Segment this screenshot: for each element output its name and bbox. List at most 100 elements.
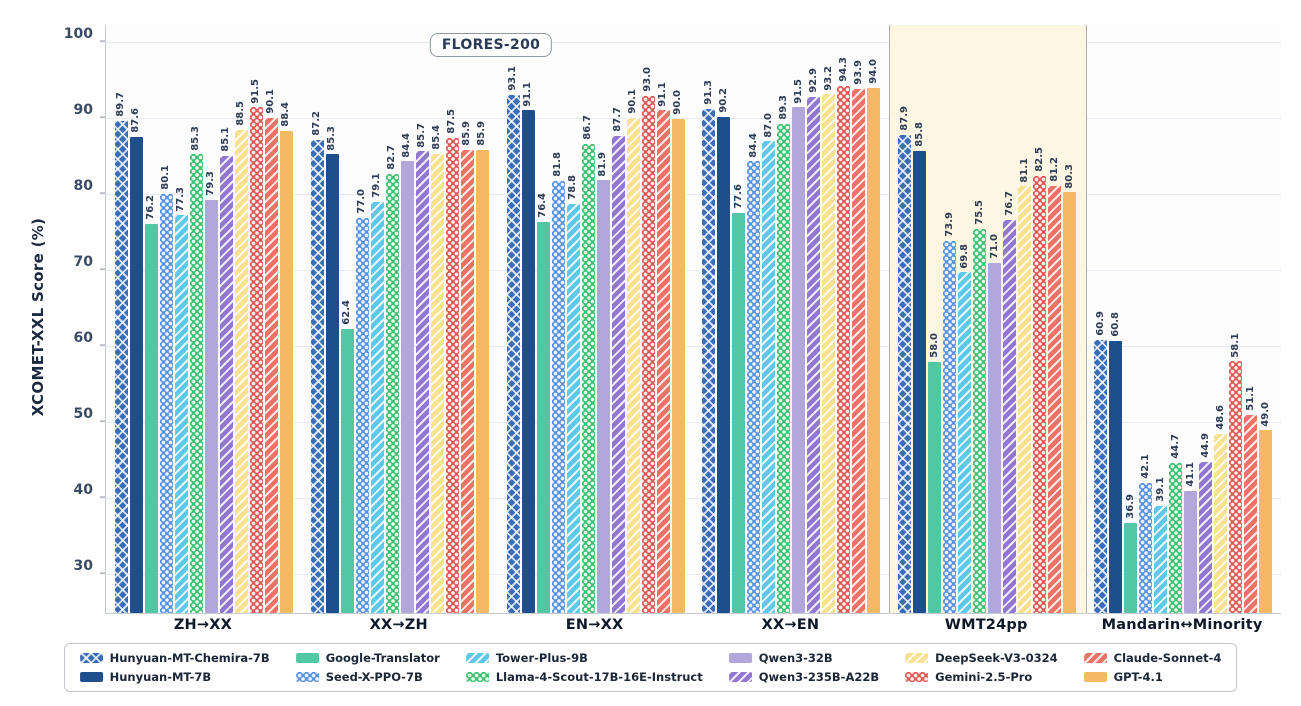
legend-label: Tower-Plus-9B (495, 651, 588, 665)
bar-value-label: 84.4 (747, 132, 759, 158)
bar: 94.3 (837, 57, 851, 613)
bar-value-label: 89.3 (777, 95, 789, 120)
legend-swatch-icon (1083, 653, 1107, 663)
bar-value-label: 85.3 (326, 125, 338, 151)
bar: 82.5 (1033, 147, 1047, 613)
legend-item: Tower-Plus-9B (465, 651, 703, 665)
bar-value-label: 76.4 (537, 193, 549, 218)
y-tick-label: 40 (73, 481, 93, 498)
legend-column: Claude-Sonnet-4 GPT-4.1 (1083, 651, 1221, 684)
legend-label: Hunyuan-MT-Chemira-7B (109, 651, 270, 665)
bar: 82.7 (385, 145, 399, 613)
bar: 73.9 (943, 212, 957, 613)
x-category-label: XX→ZH (369, 617, 428, 633)
bar: 58.0 (928, 333, 942, 613)
bar-value-label: 58.1 (1229, 332, 1241, 358)
bar-value-label: 87.9 (898, 105, 910, 131)
bar: 51.1 (1244, 386, 1258, 613)
bar-value-label: 91.1 (522, 81, 534, 107)
bar-value-label: 94.0 (867, 59, 879, 85)
x-category-label: XX→EN (761, 617, 820, 633)
bar-group-3: 93.1 91.1 76.4 81.8 78.8 86.7 81.9 87.7 90.1 93.0… (498, 25, 694, 613)
y-tick-label: 100 (63, 25, 93, 42)
bar: 87.9 (898, 106, 912, 613)
bar-value-label: 41.1 (1184, 461, 1196, 487)
y-tick-mark (100, 268, 105, 270)
bar-value-label: 87.2 (311, 111, 323, 136)
bar: 90.1 (626, 89, 640, 613)
bar: 91.5 (249, 79, 263, 613)
legend-swatch-icon (1083, 672, 1107, 682)
bar-group-6: 60.9 60.8 36.9 42.1 39.1 44.7 41.1 44.9 48.6 58.1… (1085, 25, 1281, 613)
bar: 81.9 (596, 152, 610, 613)
bar-value-label: 87.5 (446, 108, 458, 134)
bar: 41.1 (1184, 462, 1198, 613)
bar: 93.9 (852, 60, 866, 613)
bar-value-label: 91.3 (702, 80, 714, 105)
bar: 75.5 (973, 200, 987, 613)
bar-value-label: 81.8 (552, 152, 564, 177)
y-tick-label: 60 (73, 329, 93, 346)
bar: 91.5 (792, 79, 806, 613)
bar: 78.8 (566, 175, 580, 613)
bar-value-label: 89.7 (115, 92, 127, 117)
bar: 87.2 (310, 111, 324, 613)
gridline (106, 269, 1281, 271)
bar: 87.0 (762, 113, 776, 613)
bar: 90.2 (717, 88, 731, 613)
bar-value-label: 82.5 (1033, 146, 1045, 172)
bar-value-label: 85.1 (220, 127, 232, 152)
legend-column: Google-Translator Seed-X-PPO-7B (295, 651, 440, 684)
bar-value-label: 91.5 (792, 78, 804, 104)
bar-value-label: 85.4 (431, 124, 443, 150)
bar: 93.1 (506, 66, 520, 613)
x-category-label: EN→XX (565, 617, 624, 633)
gridline (106, 421, 1281, 423)
legend-item: Llama-4-Scout-17B-16E-Instruct (465, 670, 703, 684)
gridline (106, 497, 1281, 499)
legend-swatch-icon (905, 653, 929, 663)
bar-value-label: 92.9 (807, 67, 819, 93)
legend-swatch-icon (728, 653, 752, 663)
bar: 85.3 (325, 126, 339, 613)
bar-value-label: 60.9 (1094, 311, 1106, 336)
legend-label: Qwen3-235B-A22B (758, 670, 880, 684)
legend-swatch-icon (465, 672, 489, 682)
bar: 71.0 (988, 234, 1002, 613)
x-axis-labels: ZH→XX XX→ZH EN→XX XX→EN WMT24pp Mandarin↔Mino… (105, 617, 1280, 633)
bar: 85.1 (219, 127, 233, 613)
bar: 81.1 (1018, 158, 1032, 613)
y-tick-label: 50 (73, 405, 93, 422)
bar-value-label: 90.1 (265, 89, 277, 114)
y-tick-label: 70 (73, 253, 93, 270)
bar-value-label: 90.0 (672, 89, 684, 115)
y-tick-mark (100, 572, 105, 575)
bar-value-label: 80.1 (160, 165, 172, 190)
legend-swatch-icon (905, 672, 929, 682)
bar-value-label: 51.1 (1244, 385, 1256, 411)
bar-value-label: 85.7 (416, 122, 428, 148)
bar-value-label: 85.9 (476, 121, 488, 146)
y-tick-mark (100, 496, 105, 499)
legend-item: Gemini-2.5-Pro (905, 670, 1058, 684)
bar: 80.1 (159, 165, 173, 613)
bar-value-label: 39.1 (1154, 477, 1166, 502)
bar: 79.1 (370, 173, 384, 613)
y-tick-mark (100, 420, 105, 423)
bar-value-label: 77.6 (732, 184, 744, 209)
y-tick-mark (100, 116, 105, 118)
bar-value-label: 82.7 (386, 145, 398, 171)
legend-swatch-icon (79, 653, 103, 663)
bar: 77.0 (355, 189, 369, 613)
bar: 58.1 (1229, 333, 1243, 613)
bar: 62.4 (340, 300, 354, 613)
bar-value-label: 79.3 (205, 171, 217, 196)
bar-value-label: 87.0 (762, 112, 774, 138)
bar-value-label: 49.0 (1259, 401, 1271, 427)
bar: 81.2 (1048, 157, 1062, 613)
bar: 85.3 (189, 126, 203, 613)
bar-value-label: 44.9 (1199, 432, 1211, 458)
bar-value-label: 62.4 (341, 299, 353, 325)
y-tick-label: 30 (73, 557, 93, 574)
bar: 85.4 (430, 125, 444, 613)
